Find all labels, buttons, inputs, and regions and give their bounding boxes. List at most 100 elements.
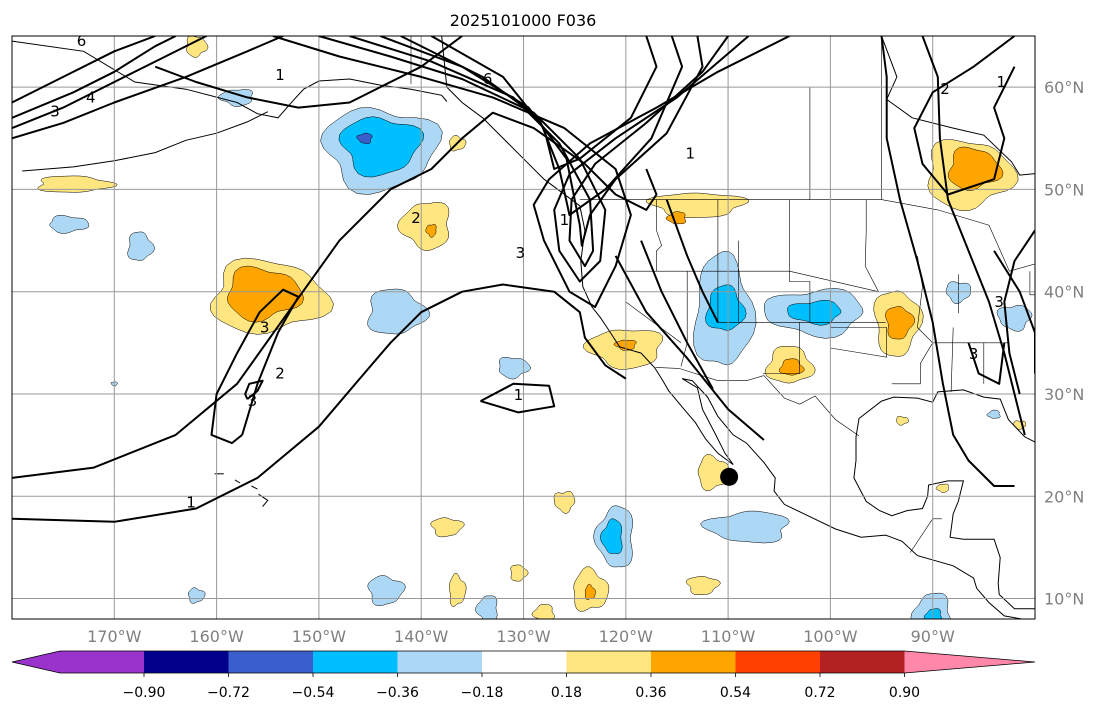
- positive-anomaly-region: [895, 415, 909, 426]
- positive-anomaly-region: [935, 483, 949, 493]
- contour-label: 2: [275, 365, 285, 383]
- colorbar-segment: [144, 651, 229, 673]
- negative-anomaly-region: [986, 409, 1001, 419]
- colorbar-tick-label: 0.54: [720, 685, 751, 701]
- latitude-tick-label: 50°N: [1044, 180, 1084, 199]
- political-border: [655, 367, 860, 437]
- colorbar-under-segment: [60, 651, 144, 673]
- coastline: [853, 389, 1035, 610]
- contour-label: 3: [248, 392, 258, 410]
- colorbar-tick-label: 0.36: [635, 685, 666, 701]
- colorbar-segment: [228, 651, 314, 673]
- contour-line: [12, 36, 156, 104]
- contour-line: [154, 36, 463, 109]
- colorbar-over-extend: [904, 651, 1035, 673]
- colorbar-segment: [566, 651, 652, 673]
- colorbar: [11, 650, 1036, 674]
- contour-line: [967, 342, 1006, 385]
- negative-anomaly-region: [475, 595, 498, 619]
- storm-center-marker: [720, 467, 739, 486]
- political-border: [1029, 271, 1035, 296]
- positive-anomaly-region: [613, 339, 637, 351]
- contour-label: 3: [969, 345, 979, 363]
- contour-line: [913, 36, 1016, 196]
- political-border: [864, 199, 879, 292]
- coastline: [22, 111, 269, 172]
- contour-line: [430, 36, 658, 170]
- longitude-tick-label: 110°W: [701, 627, 756, 646]
- positive-anomaly-region: [425, 224, 437, 238]
- contour-label: 4: [86, 88, 96, 106]
- colorbar-tick-label: 0.72: [804, 685, 835, 701]
- political-border: [717, 199, 886, 323]
- colorbar-tick-label: 0.18: [551, 685, 582, 701]
- negative-anomaly-region: [187, 587, 206, 604]
- anomaly-fills: [37, 36, 1033, 619]
- positive-anomaly-region: [227, 265, 304, 323]
- contour-label: 3: [1097, 288, 1105, 306]
- political-border: [950, 327, 954, 392]
- negative-anomaly-region: [498, 356, 531, 380]
- positive-anomaly-region: [37, 175, 118, 193]
- positive-anomaly-region: [430, 517, 465, 538]
- political-border: [881, 199, 1035, 272]
- colorbar-ticks: −0.90 −0.72 −0.54 −0.36 −0.18 0.18 0.36 0.54 0.7…: [123, 673, 920, 701]
- latitude-ticks: 60°N 50°N 40°N 30°N 20°N 10°N: [1044, 78, 1084, 608]
- colorbar-segment: [397, 651, 483, 673]
- longitude-tick-label: 130°W: [496, 627, 551, 646]
- negative-anomaly-region: [700, 510, 790, 544]
- colorbar-tick-label: −0.18: [461, 685, 504, 701]
- political-border: [656, 199, 662, 272]
- latitude-tick-label: 10°N: [1044, 590, 1084, 609]
- longitude-tick-label: 140°W: [394, 627, 449, 646]
- coastline: [234, 479, 241, 484]
- colorbar-tick-label: −0.72: [207, 685, 250, 701]
- contour-line: [318, 36, 750, 283]
- contour-line: [12, 111, 658, 479]
- contour-line: [665, 199, 719, 323]
- positive-anomaly-region: [685, 576, 721, 596]
- political-border: [762, 322, 800, 374]
- negative-anomaly-region: [600, 518, 623, 554]
- latitude-tick-label: 40°N: [1044, 283, 1084, 302]
- colorbar-segment: [820, 651, 905, 673]
- contour-label: 1: [186, 493, 196, 511]
- latitude-tick-label: 30°N: [1044, 385, 1084, 404]
- positive-anomaly-region: [531, 604, 555, 619]
- positive-anomaly-region: [553, 491, 576, 514]
- contour-label: 1: [685, 145, 695, 163]
- longitude-ticks: 170°W 160°W 150°W 140°W 130°W 120°W 110°W 100°W…: [87, 627, 955, 646]
- positive-anomaly-region: [778, 358, 805, 376]
- colorbar-tick-label: −0.36: [376, 685, 419, 701]
- contour-line: [12, 36, 177, 119]
- contour-label: 3: [516, 244, 526, 262]
- negative-anomaly-region: [49, 214, 90, 234]
- negative-anomaly-region: [356, 132, 373, 144]
- colorbar-segment: [482, 651, 567, 673]
- contour-label: 1: [275, 66, 285, 84]
- contour-line: [244, 379, 264, 400]
- colorbar-tick-label: −0.54: [292, 685, 335, 701]
- positive-anomaly-region: [885, 306, 915, 340]
- contour-line: [640, 240, 714, 390]
- coastline: [12, 40, 448, 119]
- latitude-tick-label: 60°N: [1044, 78, 1084, 97]
- contour-label: 1: [514, 386, 524, 404]
- contour-line: [400, 36, 684, 216]
- longitude-tick-label: 170°W: [87, 627, 142, 646]
- contour-label: 3: [50, 103, 60, 121]
- negative-anomaly-region: [367, 288, 430, 335]
- coastline: [251, 485, 258, 490]
- contour-label: 1: [560, 211, 570, 229]
- colorbar-outline: [11, 650, 1036, 674]
- longitude-tick-label: 90°W: [911, 627, 955, 646]
- contour-line: [480, 382, 556, 414]
- colorbar-segment: [651, 651, 736, 673]
- longitude-tick-label: 120°W: [599, 627, 654, 646]
- negative-anomaly-region: [127, 231, 155, 261]
- positive-anomaly-region: [665, 211, 687, 225]
- positive-anomaly-region: [397, 202, 450, 251]
- map-frame: [11, 35, 1036, 620]
